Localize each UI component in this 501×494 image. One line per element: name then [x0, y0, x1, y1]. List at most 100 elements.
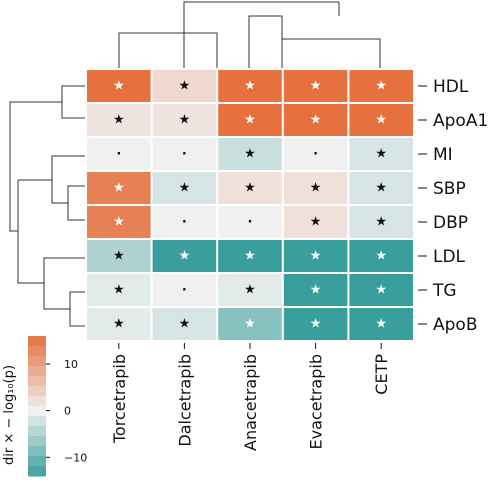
cell-apob-torcetrapib: [87, 308, 151, 340]
significance-mark: ★: [244, 181, 256, 196]
cell-apob-anacetrapib: [218, 308, 282, 340]
significance-mark: .: [313, 144, 318, 159]
significance-mark: .: [182, 212, 187, 227]
cell-sbp-dalcetrapib: [152, 172, 217, 204]
significance-mark: ★: [375, 283, 387, 298]
cell-tg-evacetrapib: [283, 274, 348, 306]
colorbar-step: [28, 396, 46, 407]
significance-mark: ★: [244, 147, 256, 162]
cell-mi-anacetrapib: [218, 138, 282, 170]
cell-dbp-evacetrapib: [283, 206, 348, 238]
cell-dbp-anacetrapib: [218, 206, 282, 238]
column-label-dalcetrapib: Dalcetrapib: [175, 354, 194, 447]
cell-apoa1-anacetrapib: [218, 104, 282, 136]
cell-mi-evacetrapib: [283, 138, 348, 170]
significance-mark: ★: [375, 113, 387, 128]
cell-apob-evacetrapib: [283, 308, 348, 340]
significance-mark: ★: [113, 317, 125, 332]
significance-mark: ★: [113, 181, 125, 196]
significance-mark: ★: [310, 317, 322, 332]
cell-ldl-anacetrapib: [218, 240, 282, 272]
colorbar-step: [28, 366, 46, 377]
significance-mark: ★: [179, 113, 191, 128]
colorbar-step: [28, 466, 46, 477]
colorbar-step: [28, 436, 46, 447]
cell-tg-cetp: [349, 274, 413, 306]
column-label-cetp: CETP: [372, 354, 391, 395]
cell-mi-dalcetrapib: [152, 138, 217, 170]
significance-mark: ★: [375, 181, 387, 196]
row-label-apoa1: ApoA1: [433, 111, 488, 131]
cell-hdl-cetp: [349, 70, 413, 102]
cell-ldl-dalcetrapib: [152, 240, 217, 272]
significance-mark: ★: [113, 249, 125, 264]
significance-mark: ★: [310, 215, 322, 230]
cell-dbp-cetp: [349, 206, 413, 238]
cell-sbp-evacetrapib: [283, 172, 348, 204]
cell-hdl-dalcetrapib: [152, 70, 217, 102]
significance-mark: ★: [244, 79, 256, 94]
cell-sbp-anacetrapib: [218, 172, 282, 204]
significance-mark: ★: [113, 215, 125, 230]
colorbar-step: [28, 386, 46, 397]
significance-mark: ★: [179, 317, 191, 332]
cell-sbp-torcetrapib: [87, 172, 151, 204]
cell-hdl-evacetrapib: [283, 70, 348, 102]
colorbar-step: [28, 446, 46, 457]
column-label-evacetrapib: Evacetrapib: [307, 354, 326, 449]
significance-mark: ★: [113, 113, 125, 128]
cell-dbp-dalcetrapib: [152, 206, 217, 238]
cell-hdl-anacetrapib: [218, 70, 282, 102]
significance-mark: ★: [244, 317, 256, 332]
cell-ldl-cetp: [349, 240, 413, 272]
colorbar-step: [28, 406, 46, 417]
significance-mark: ★: [179, 249, 191, 264]
significance-mark: ★: [244, 113, 256, 128]
colorbar-step: [28, 456, 46, 467]
significance-mark: ★: [113, 283, 125, 298]
colorbar-step: [28, 356, 46, 367]
row-label-apob: ApoB: [433, 315, 477, 335]
row-label-tg: TG: [432, 281, 457, 301]
colorbar-ticks: 10 0 −10: [46, 358, 87, 464]
colorbar-step: [28, 426, 46, 437]
colorbar-tick-label: −10: [64, 451, 87, 464]
cell-apoa1-evacetrapib: [283, 104, 348, 136]
significance-mark: ★: [375, 79, 387, 94]
significance-mark: ★: [310, 113, 322, 128]
cell-apob-dalcetrapib: [152, 308, 217, 340]
row-label-hdl: HDL: [433, 77, 469, 97]
significance-mark: ★: [179, 181, 191, 196]
column-labels: Torcetrapib Dalcetrapib Anacetrapib Evacetr…: [110, 343, 391, 451]
cell-ldl-torcetrapib: [87, 240, 151, 272]
row-label-dbp: DBP: [433, 213, 468, 233]
significance-mark: ★: [179, 79, 191, 94]
row-labels: HDL ApoA1 MI SBP DBP LDL TG ApoB: [418, 77, 488, 335]
significance-mark: ★: [375, 317, 387, 332]
significance-mark: ★: [375, 147, 387, 162]
column-dendrogram: [118, 1, 381, 68]
colorbar-title: dir × − log₁₀(p): [2, 365, 17, 465]
significance-mark: ★: [113, 79, 125, 94]
row-label-ldl: LDL: [433, 247, 466, 267]
significance-mark: ★: [310, 181, 322, 196]
significance-mark: ★: [375, 249, 387, 264]
colorbar-swatches: [28, 336, 46, 477]
cell-sbp-cetp: [349, 172, 413, 204]
significance-mark: .: [182, 280, 187, 295]
significance-mark: .: [182, 144, 187, 159]
significance-mark: ★: [310, 79, 322, 94]
colorbar-step: [28, 376, 46, 387]
column-label-anacetrapib: Anacetrapib: [241, 354, 260, 451]
significance-mark: ★: [375, 215, 387, 230]
cell-ldl-evacetrapib: [283, 240, 348, 272]
significance-mark: ★: [244, 283, 256, 298]
cell-hdl-torcetrapib: [87, 70, 151, 102]
cell-tg-torcetrapib: [87, 274, 151, 306]
colorbar-step: [28, 346, 46, 357]
cell-tg-dalcetrapib: [152, 274, 217, 306]
colorbar-step: [28, 336, 46, 347]
colorbar-tick-label: 10: [64, 358, 78, 371]
cell-apoa1-cetp: [349, 104, 413, 136]
